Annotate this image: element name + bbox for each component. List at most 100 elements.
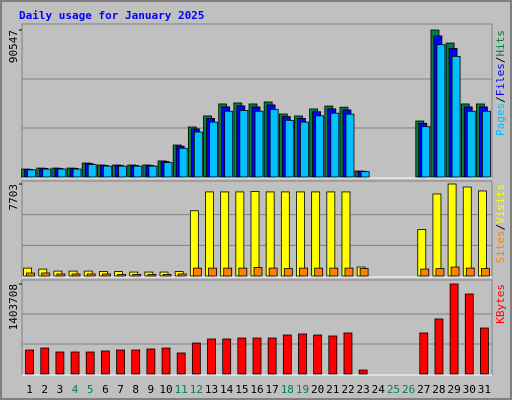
bar — [282, 334, 292, 375]
bar — [42, 168, 52, 178]
bar — [224, 110, 234, 178]
bar — [117, 274, 126, 277]
legend: KBytes — [494, 284, 507, 324]
bar — [267, 337, 277, 375]
bar — [358, 369, 368, 375]
x-tick-label: 6 — [102, 383, 109, 396]
legend-entry: KBytes — [494, 284, 507, 324]
bar — [208, 267, 217, 277]
bar — [269, 109, 279, 178]
bar — [163, 162, 173, 178]
x-tick-label: 20 — [311, 383, 324, 396]
bar — [450, 266, 460, 277]
y-tick-label: 7703 — [7, 184, 20, 211]
x-tick-label: 21 — [326, 383, 339, 396]
x-tick-label: 7 — [117, 383, 124, 396]
bar — [314, 267, 324, 277]
x-tick-label: 1 — [26, 383, 33, 396]
legend-entry: Hits — [494, 30, 507, 57]
bar — [56, 273, 66, 277]
bar — [464, 293, 474, 375]
x-tick-label: 26 — [402, 383, 415, 396]
legend-separator: / — [494, 96, 507, 103]
x-tick-label: 13 — [205, 383, 218, 396]
bar — [239, 110, 249, 178]
bar — [235, 191, 245, 277]
bar — [434, 318, 444, 375]
bar — [465, 267, 475, 277]
bar — [313, 334, 323, 375]
bar — [359, 268, 369, 277]
x-tick-label: 5 — [87, 383, 94, 396]
bar — [343, 332, 353, 375]
x-tick-label: 9 — [148, 383, 155, 396]
bar — [280, 191, 290, 277]
bar — [451, 55, 461, 178]
bar — [252, 337, 262, 375]
bar — [70, 351, 80, 375]
x-tick-label: 22 — [341, 383, 354, 396]
bar — [284, 119, 294, 178]
legend-entry: Files — [494, 63, 507, 96]
bar — [161, 347, 171, 375]
x-tick-label: 10 — [159, 383, 172, 396]
bar — [178, 147, 188, 178]
bar — [447, 183, 457, 277]
x-tick-label: 31 — [478, 383, 491, 396]
x-tick-label: 16 — [250, 383, 263, 396]
bar — [435, 268, 445, 277]
bar — [132, 274, 142, 277]
x-tick-label: 25 — [387, 383, 400, 396]
bar — [482, 110, 491, 178]
bar — [481, 268, 490, 277]
bar — [300, 121, 309, 178]
y-tick-label: 1403708 — [7, 284, 20, 330]
bar — [192, 267, 202, 277]
x-tick-label: 28 — [432, 383, 445, 396]
bar — [86, 273, 96, 277]
bar — [250, 191, 260, 277]
bar — [299, 267, 308, 277]
x-tick-label: 27 — [417, 383, 430, 396]
bar — [40, 347, 50, 375]
bar — [146, 348, 156, 375]
legend-entry: Pages — [494, 103, 507, 136]
y-tick-label: 90547 — [7, 30, 20, 63]
x-tick-label: 11 — [175, 383, 188, 396]
bar — [466, 110, 476, 178]
bar — [133, 165, 143, 178]
bar — [315, 115, 325, 178]
bar — [326, 191, 336, 277]
x-tick-label: 24 — [372, 383, 386, 396]
x-tick-label: 2 — [41, 383, 48, 396]
bar — [298, 333, 307, 375]
bar — [55, 351, 65, 375]
bar — [436, 44, 446, 178]
bar — [193, 131, 203, 178]
bar — [237, 337, 247, 375]
legend-entry: Sites — [494, 230, 507, 263]
x-tick-label: 3 — [57, 383, 64, 396]
bar — [328, 335, 338, 375]
bar — [268, 267, 278, 277]
bar — [162, 274, 172, 277]
bar — [41, 272, 51, 277]
legend: Pages/Files/Hits — [494, 30, 507, 136]
bar — [330, 112, 340, 178]
bar — [147, 274, 157, 277]
bar — [191, 342, 201, 375]
bar — [432, 193, 442, 277]
bar — [254, 110, 264, 178]
bar — [176, 352, 186, 375]
bar — [344, 267, 354, 277]
bar — [223, 267, 233, 277]
bar — [131, 349, 141, 375]
bar — [85, 351, 95, 375]
bar — [25, 349, 34, 375]
bar — [222, 338, 232, 375]
bar — [238, 267, 248, 277]
x-tick-label: 30 — [463, 383, 476, 396]
legend: Sites/Visits — [494, 184, 507, 264]
x-tick-label: 23 — [357, 383, 370, 396]
